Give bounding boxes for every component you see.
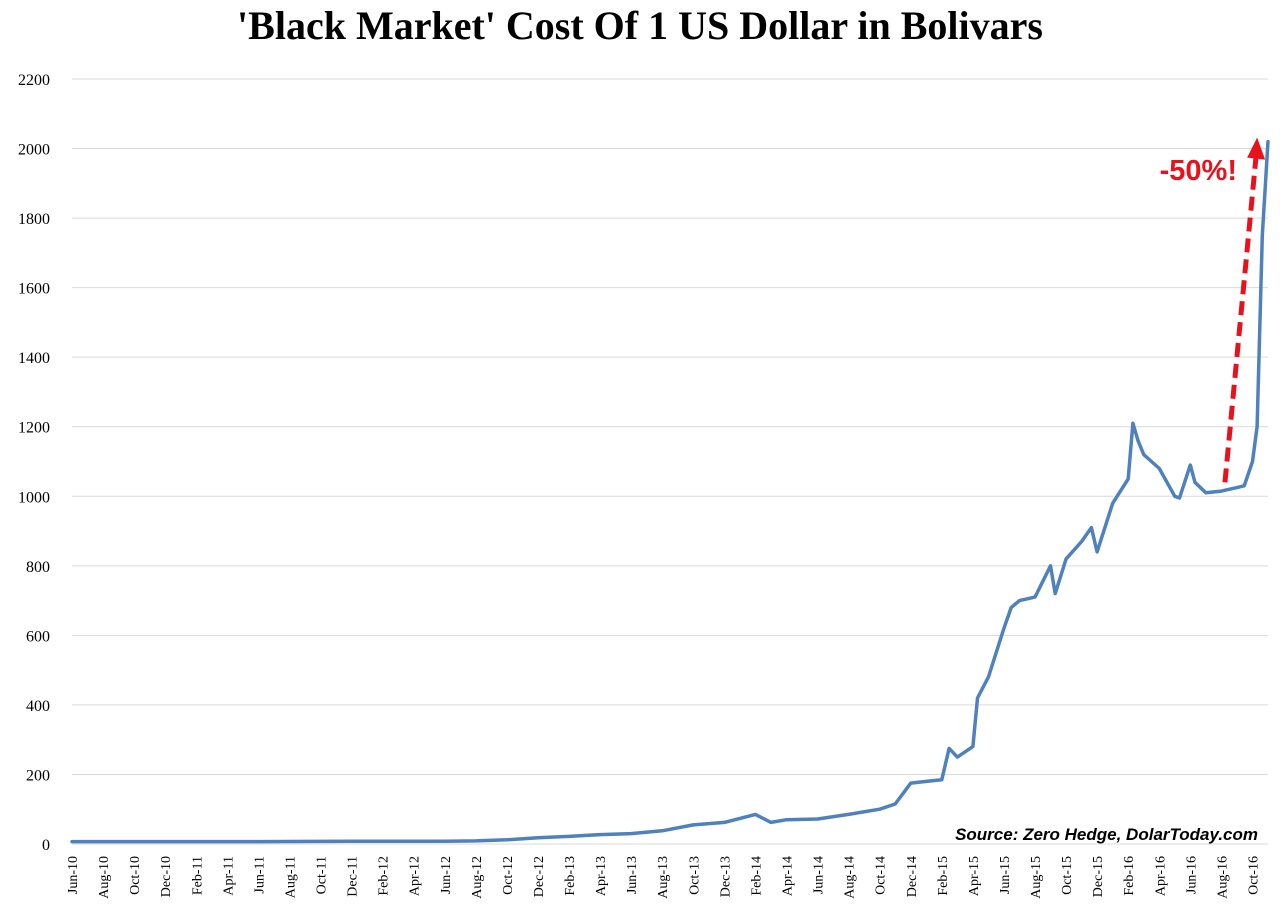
source-label: Source: Zero Hedge, DolarToday.com <box>955 825 1258 844</box>
x-tick-label: Dec-13 <box>718 856 733 897</box>
x-tick-label: Jun-13 <box>625 856 640 894</box>
x-tick-label: Jun-12 <box>439 856 454 894</box>
x-tick-label: Feb-13 <box>563 856 578 896</box>
x-tick-label: Oct-16 <box>1246 856 1261 895</box>
y-tick-label: 600 <box>26 628 50 645</box>
x-tick-label: Oct-15 <box>1060 856 1075 895</box>
x-tick-label: Apr-12 <box>408 856 423 896</box>
x-tick-label: Feb-12 <box>377 856 392 896</box>
x-axis-ticks: Jun-10 Aug-10 Oct-10 Dec-10 Feb-11 Apr-11 Jun-… <box>66 856 1261 899</box>
x-tick-label: Oct-11 <box>315 856 330 894</box>
y-tick-label: 1800 <box>18 211 50 228</box>
x-tick-label: Jun-15 <box>998 856 1013 894</box>
x-tick-label: Aug-11 <box>283 856 298 898</box>
x-tick-label: Dec-11 <box>346 856 361 897</box>
x-tick-label: Apr-16 <box>1153 856 1168 896</box>
annotation-arrow <box>1222 155 1259 483</box>
y-tick-label: 800 <box>26 559 50 576</box>
x-tick-label: Aug-14 <box>843 856 858 899</box>
x-tick-label: Jun-10 <box>66 856 81 894</box>
y-tick-label: 1600 <box>18 281 50 298</box>
x-tick-label: Oct-13 <box>687 856 702 895</box>
x-tick-label: Apr-14 <box>780 856 795 896</box>
y-axis-ticks: 0 200 400 600 800 1000 1200 1400 1600 1800 2000 220… <box>18 72 50 854</box>
x-tick-label: Apr-11 <box>221 856 236 896</box>
x-tick-label: Aug-10 <box>97 856 112 899</box>
chart-title: 'Black Market' Cost Of 1 US Dollar in Bo… <box>237 3 1043 48</box>
annotation-label: -50%! <box>1160 155 1237 187</box>
y-tick-label: 200 <box>26 767 50 784</box>
x-tick-label: Aug-15 <box>1029 856 1044 899</box>
y-tick-label: 2000 <box>18 142 50 159</box>
x-tick-label: Aug-16 <box>1215 856 1230 899</box>
x-tick-label: Feb-15 <box>936 856 951 896</box>
annotation-arrowhead <box>1247 137 1266 160</box>
y-tick-label: 400 <box>26 698 50 715</box>
x-tick-label: Oct-14 <box>874 856 889 895</box>
annotation-group: -50%! <box>1160 137 1266 483</box>
y-tick-label: 1200 <box>18 420 50 437</box>
x-tick-label: Oct-12 <box>501 856 516 895</box>
x-tick-label: Oct-10 <box>128 856 143 895</box>
x-tick-label: Dec-14 <box>905 856 920 897</box>
gridlines <box>72 78 1268 845</box>
x-tick-label: Dec-10 <box>159 856 174 897</box>
y-tick-label: 1400 <box>18 350 50 367</box>
x-tick-label: Feb-14 <box>749 856 764 896</box>
series-line <box>70 139 1270 844</box>
x-tick-label: Apr-13 <box>594 856 609 896</box>
x-tick-label: Aug-13 <box>656 856 671 899</box>
x-tick-label: Jun-14 <box>812 856 827 894</box>
x-tick-label: Dec-12 <box>532 856 547 897</box>
y-tick-label: 1000 <box>18 489 50 506</box>
x-tick-label: Feb-16 <box>1122 856 1137 896</box>
x-tick-label: Aug-12 <box>470 856 485 899</box>
y-tick-label: 2200 <box>18 72 50 89</box>
x-tick-label: Jun-16 <box>1184 856 1199 894</box>
series-group <box>70 139 1270 844</box>
x-tick-label: Apr-15 <box>967 856 982 896</box>
x-tick-label: Feb-11 <box>190 856 205 895</box>
y-tick-label: 0 <box>42 837 50 854</box>
x-tick-label: Dec-15 <box>1091 856 1106 897</box>
x-tick-label: Jun-11 <box>252 856 267 894</box>
